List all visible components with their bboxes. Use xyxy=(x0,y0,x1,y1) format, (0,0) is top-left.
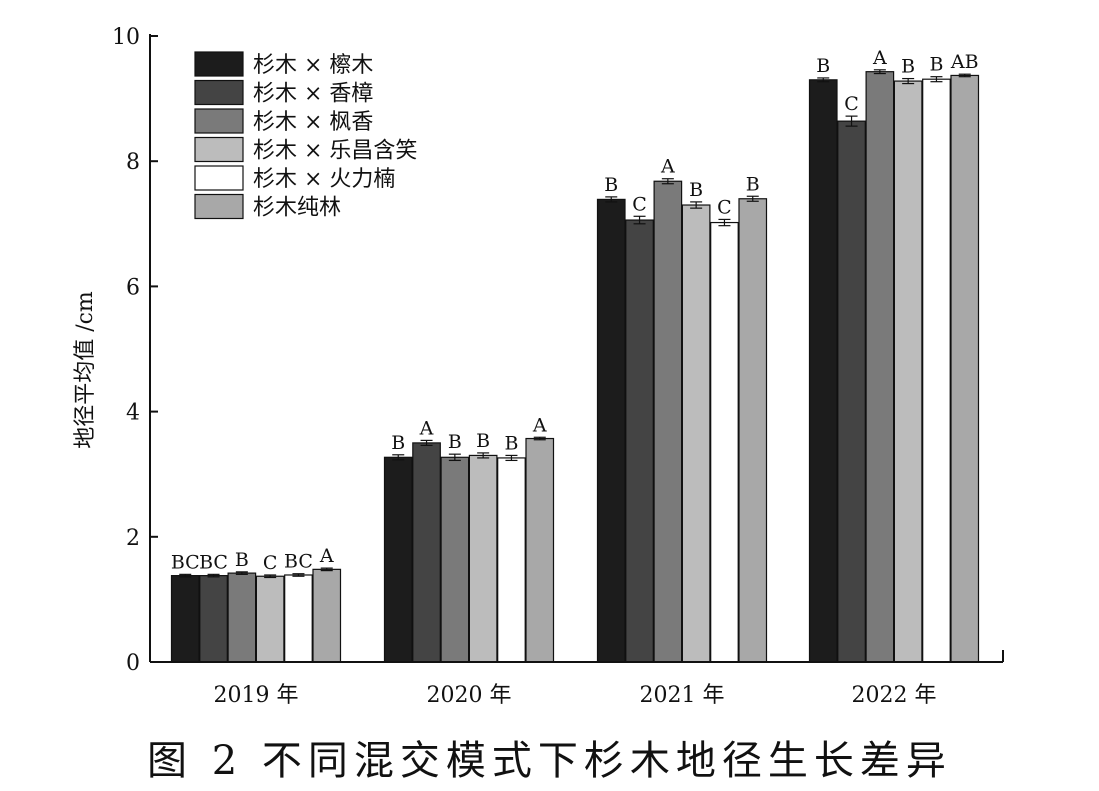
data-label: B xyxy=(391,432,405,454)
x-tick-label: 2020 年 xyxy=(427,683,512,708)
legend-entry: 杉木 × 枫香 xyxy=(253,110,373,135)
bar xyxy=(710,221,739,663)
data-label: C xyxy=(632,193,647,215)
legend-entry: 杉木 × 乐昌含笑 xyxy=(253,139,417,164)
bar xyxy=(170,575,200,663)
data-label: C xyxy=(263,552,278,574)
data-label: B xyxy=(816,55,830,77)
legend-entry: 杉木 × 香樟 xyxy=(253,82,373,107)
data-label: B xyxy=(689,179,703,201)
bar xyxy=(653,180,683,663)
bar xyxy=(922,78,951,663)
data-label: A xyxy=(419,417,434,439)
bar xyxy=(865,71,895,663)
bar xyxy=(468,454,498,663)
legend-swatch xyxy=(194,108,244,134)
bar xyxy=(255,575,285,663)
data-label: BC xyxy=(284,551,313,573)
data-label: B xyxy=(476,430,490,452)
data-label: B xyxy=(929,54,943,76)
bar xyxy=(808,79,838,663)
y-tick-label: 0 xyxy=(126,651,140,676)
data-label: B xyxy=(604,174,618,196)
data-label: AB xyxy=(950,51,979,73)
bar xyxy=(383,456,413,663)
data-label: C xyxy=(717,196,732,218)
bar xyxy=(440,456,470,663)
y-axis-label: 地径平均值 /cm xyxy=(73,291,98,449)
bar xyxy=(412,442,441,663)
bar xyxy=(893,80,923,663)
bar xyxy=(950,74,980,663)
data-label: BC xyxy=(171,551,200,573)
bar xyxy=(625,219,654,663)
data-label: A xyxy=(319,545,334,567)
x-tick-label: 2021 年 xyxy=(640,683,725,708)
bar xyxy=(596,198,626,663)
bar xyxy=(837,120,866,663)
legend-swatch xyxy=(194,51,244,77)
x-tick-label: 2022 年 xyxy=(852,683,937,708)
legend-swatch xyxy=(194,79,244,106)
bar xyxy=(525,437,555,663)
bar xyxy=(199,575,228,663)
data-label: BC xyxy=(199,551,228,573)
y-tick-label: 2 xyxy=(126,526,140,551)
data-label: C xyxy=(844,93,859,115)
data-label: A xyxy=(872,47,887,69)
legend-entry: 杉木纯林 xyxy=(253,196,341,221)
data-label: B xyxy=(504,432,518,454)
data-label: A xyxy=(660,156,675,178)
y-tick-label: 10 xyxy=(112,25,140,50)
legend-swatch xyxy=(194,193,244,220)
data-label: B xyxy=(448,431,462,453)
legend-entry: 杉木 × 檫木 xyxy=(253,53,373,78)
bar xyxy=(227,572,257,663)
figure-caption: 图 2 不同混交模式下杉木地径生长差异 xyxy=(147,738,952,784)
legend-swatch xyxy=(194,136,244,163)
data-label: B xyxy=(901,56,915,78)
bar xyxy=(681,204,711,663)
y-axis-label-wrap: 地径平均值 /cm xyxy=(62,160,106,580)
data-label: B xyxy=(746,173,760,195)
y-tick-label: 8 xyxy=(126,150,140,175)
data-label: B xyxy=(235,549,249,571)
bar xyxy=(738,198,768,663)
data-label: A xyxy=(532,414,547,436)
legend-swatch xyxy=(194,165,244,191)
x-tick-label: 2019 年 xyxy=(214,683,299,708)
y-tick-label: 6 xyxy=(126,275,140,300)
bar xyxy=(284,574,313,663)
bar xyxy=(497,457,526,663)
y-tick-label: 4 xyxy=(126,401,140,426)
bar xyxy=(312,568,342,663)
legend-entry: 杉木 × 火力楠 xyxy=(253,167,395,192)
